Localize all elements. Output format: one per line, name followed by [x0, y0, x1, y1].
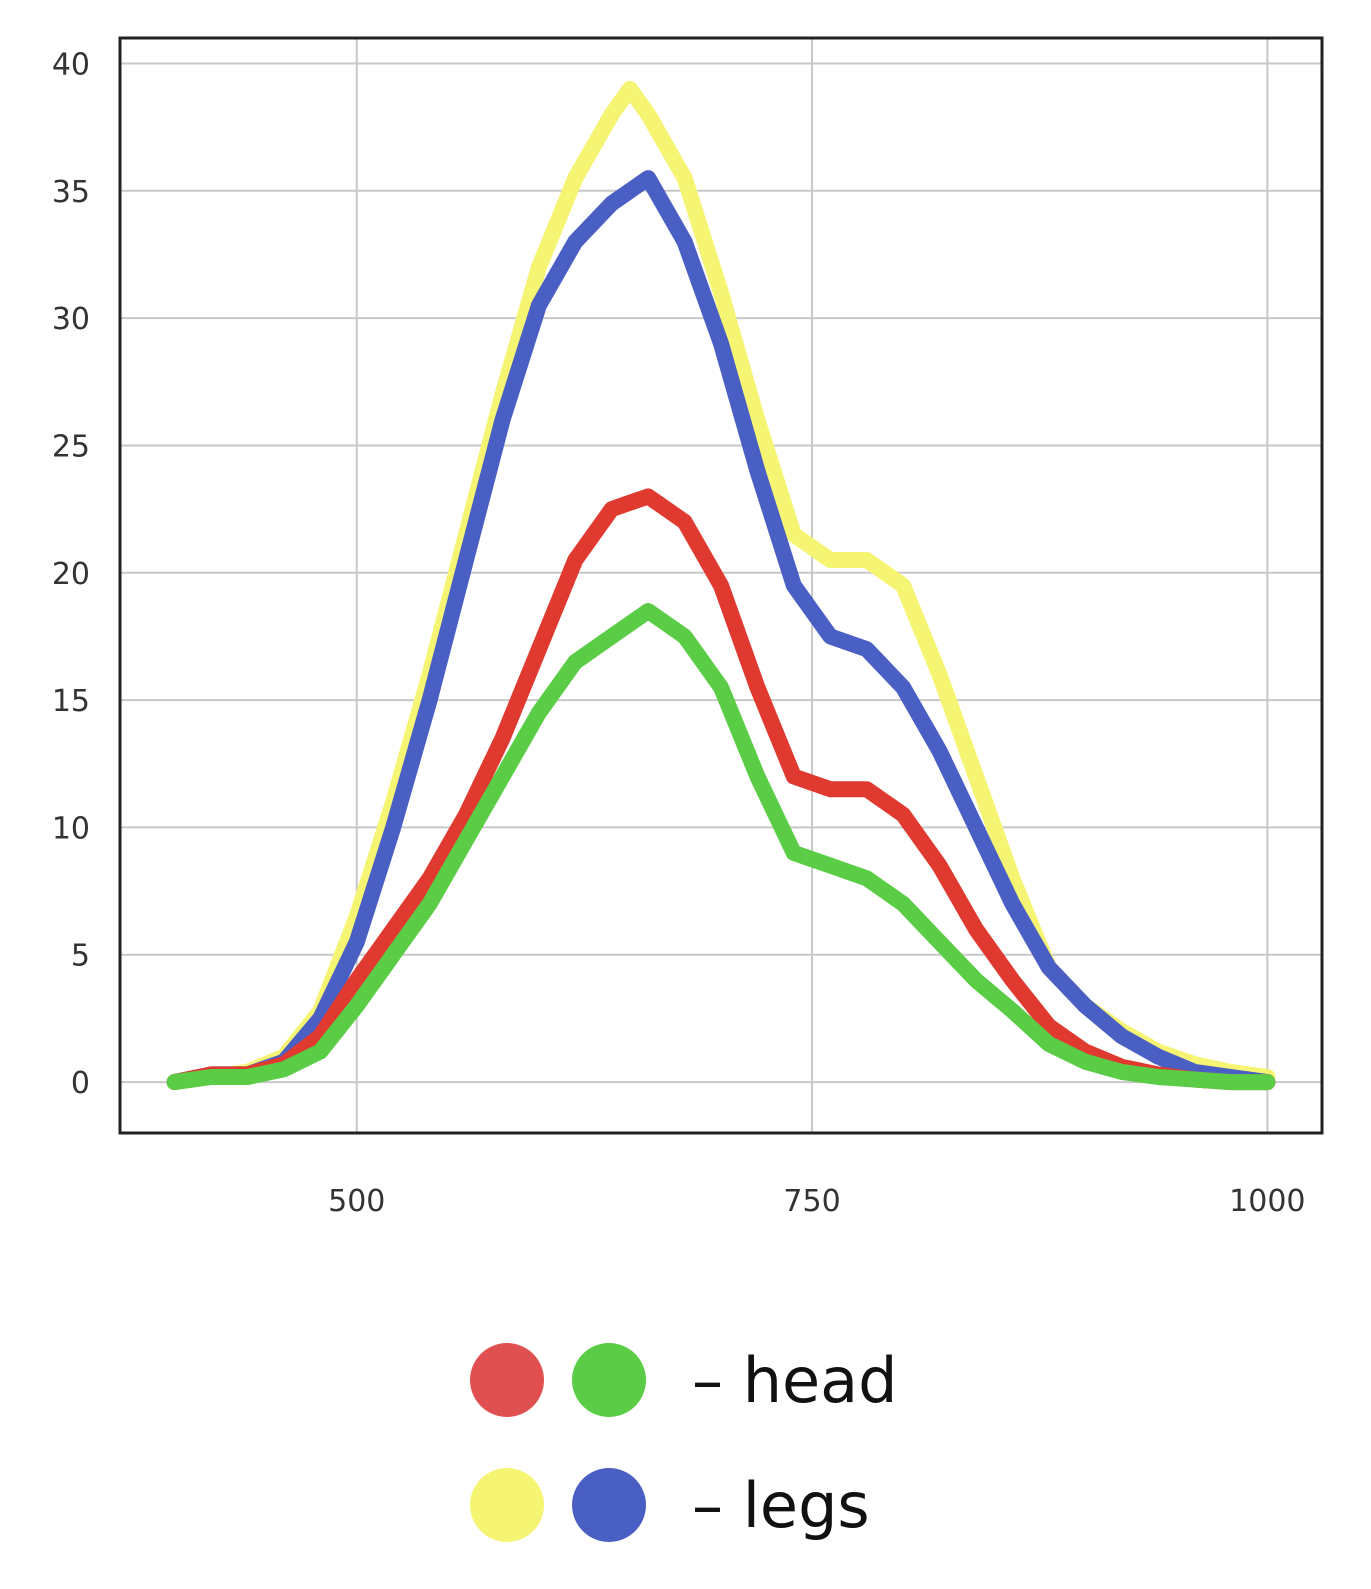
legend-label-head: – head [692, 1343, 898, 1417]
y-tick-label: 20 [52, 557, 90, 592]
chart: 0 5 10 15 20 25 30 35 40 500 750 1000 [52, 36, 1324, 1219]
y-tick-label: 35 [52, 175, 90, 210]
legend-swatch-red [470, 1343, 544, 1417]
x-tick-label: 500 [328, 1184, 385, 1219]
y-tick-label: 25 [52, 429, 90, 464]
y-tick-label: 5 [71, 939, 90, 974]
y-tick-label: 15 [52, 684, 90, 719]
legend: – head – legs [0, 1310, 1371, 1589]
legend-swatch-green [572, 1343, 646, 1417]
legend-entry-head: – head [470, 1340, 898, 1420]
x-tick-label: 750 [783, 1184, 840, 1219]
x-tick-label: 1000 [1229, 1184, 1305, 1219]
y-tick-label: 0 [71, 1066, 90, 1101]
y-tick-label: 10 [52, 811, 90, 846]
series-line-2 [166, 488, 1276, 1091]
series-lines [166, 80, 1276, 1091]
y-tick-label: 40 [52, 47, 90, 82]
series-line-3 [166, 603, 1276, 1091]
legend-swatch-blue [572, 1468, 646, 1542]
tick-labels: 0 5 10 15 20 25 30 35 40 500 750 1000 [52, 47, 1306, 1219]
legend-swatch-yellow [470, 1468, 544, 1542]
y-tick-label: 30 [52, 302, 90, 337]
legend-label-legs: – legs [692, 1468, 870, 1542]
plot-frame [118, 36, 1324, 1135]
series-line-1 [166, 170, 1276, 1091]
legend-entry-legs: – legs [470, 1465, 870, 1545]
